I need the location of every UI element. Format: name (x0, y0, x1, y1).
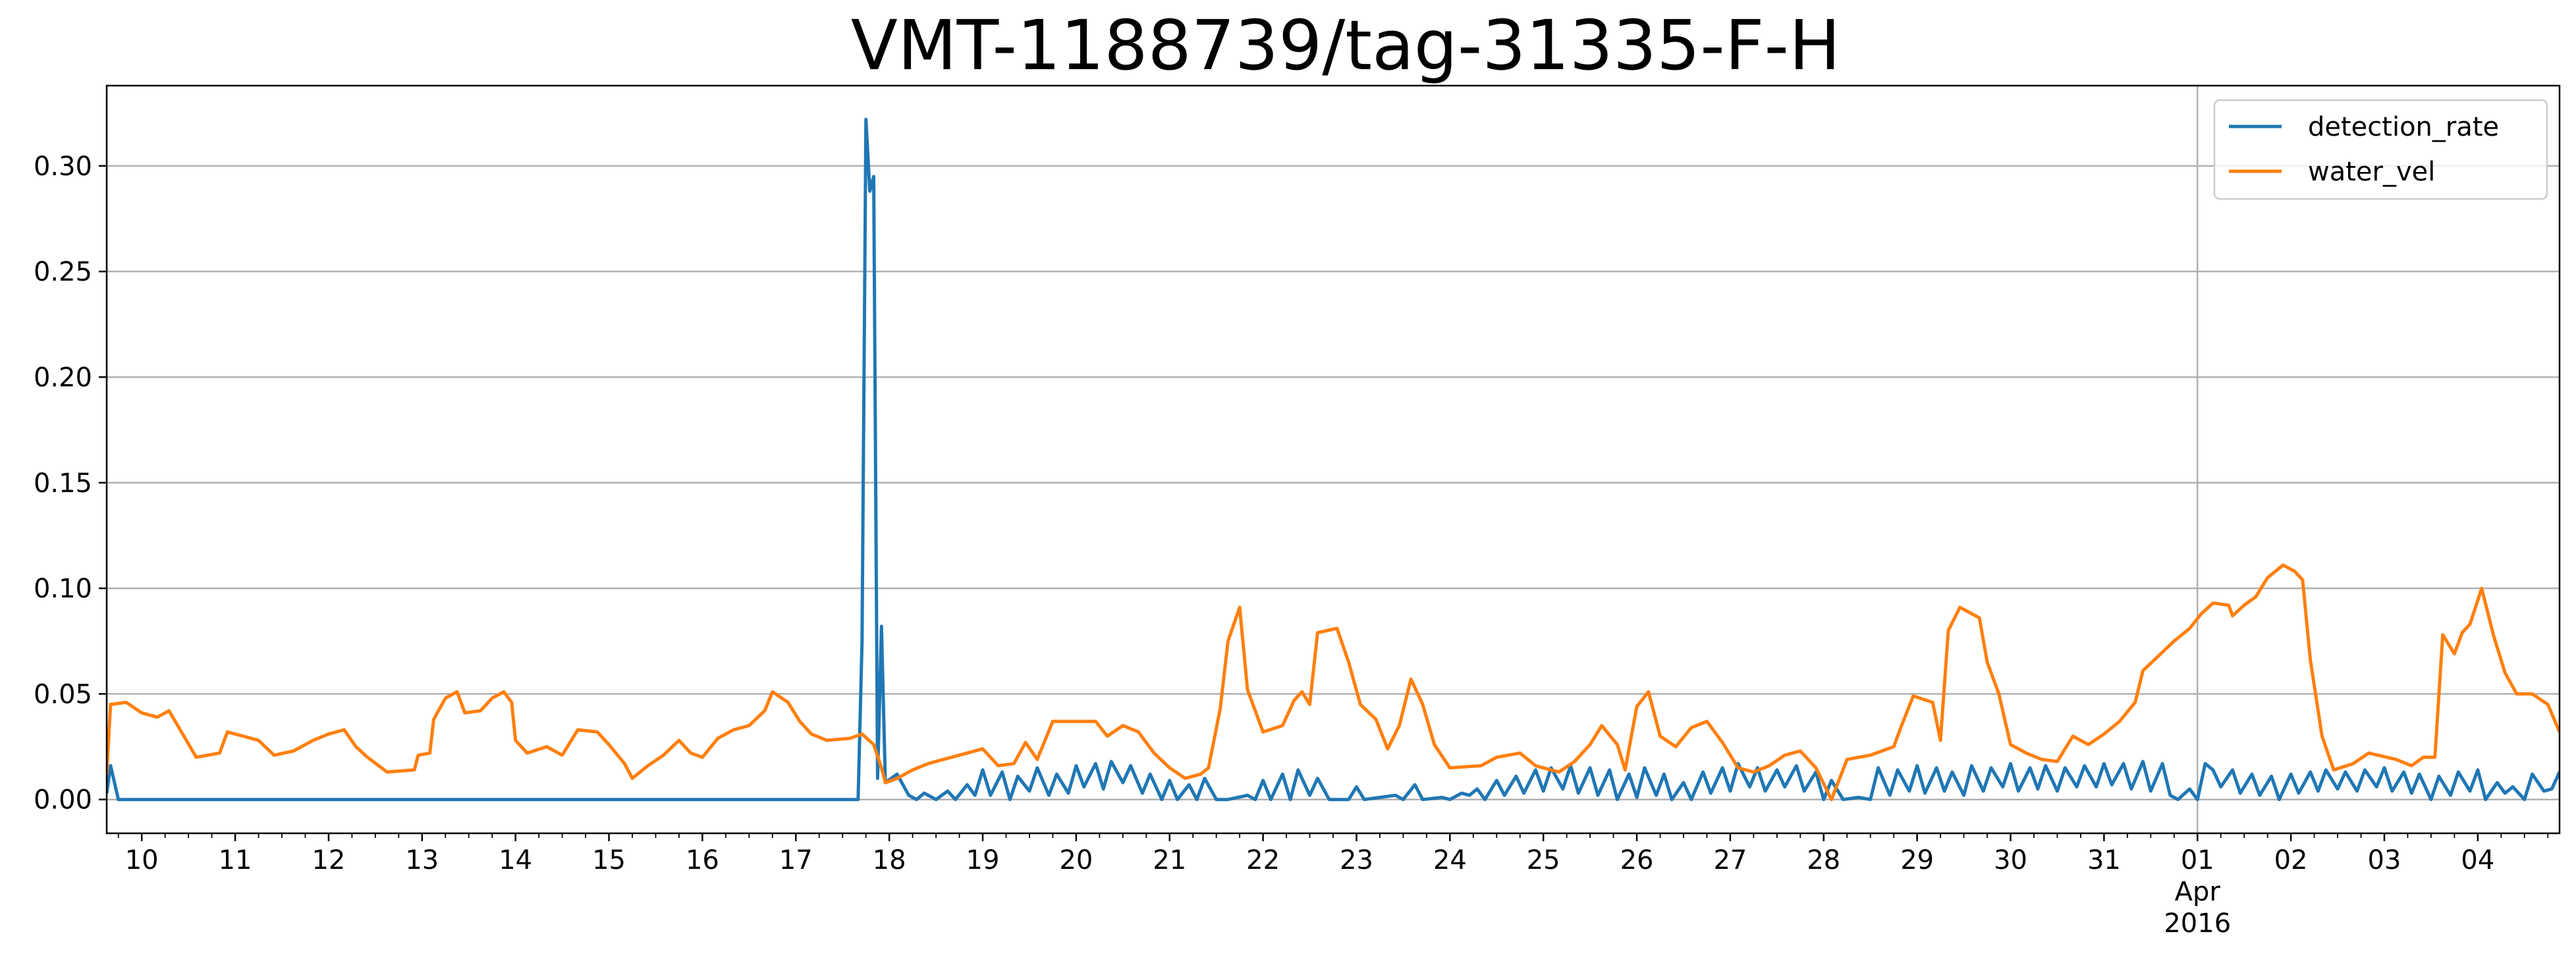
x-tick-month-label: Apr (2175, 877, 2221, 907)
x-tick-label: 10 (125, 845, 159, 875)
x-tick-label: 27 (1713, 845, 1747, 875)
chart-title: VMT-1188739/tag-31335-F-H (851, 5, 1841, 86)
x-tick-label: 21 (1153, 845, 1186, 875)
series-lines (107, 117, 2560, 802)
x-tick-label: 31 (2087, 845, 2121, 875)
series-line-detection-rate (107, 117, 2560, 802)
x-tick-label: 17 (779, 845, 813, 875)
series-line-water-vel (107, 563, 2560, 802)
grid (107, 86, 2560, 833)
y-tick-label: 0.30 (34, 152, 92, 182)
x-tick-year-label: 2016 (2164, 908, 2231, 939)
y-tick-label: 0.00 (34, 785, 92, 816)
y-tick-label: 0.05 (34, 679, 92, 709)
x-tick-label: 04 (2461, 845, 2494, 875)
x-tick-label: 14 (499, 845, 532, 875)
x-tick-label: 16 (686, 845, 719, 875)
x-tick-label: 20 (1059, 845, 1093, 875)
legend-label-water-vel: water_vel (2308, 157, 2435, 187)
x-tick-label: 12 (312, 845, 345, 875)
axis-ticks: 0.00 0.05 0.10 0.15 0.20 0.25 0.30 10 11 12 13 14 15… (34, 152, 2549, 939)
x-tick-label: 23 (1340, 845, 1373, 875)
y-tick-label: 0.10 (34, 574, 92, 604)
x-tick-label: 13 (405, 845, 439, 875)
x-tick-label: 18 (873, 845, 906, 875)
y-tick-label: 0.20 (34, 362, 92, 393)
x-tick-label: 11 (219, 845, 252, 875)
x-tick-label: 15 (592, 845, 626, 875)
x-tick-label: 02 (2274, 845, 2308, 875)
legend-label-detection-rate: detection_rate (2308, 112, 2499, 142)
x-tick-label: 22 (1246, 845, 1280, 875)
x-tick-label: 25 (1527, 845, 1560, 875)
x-tick-label: 19 (966, 845, 1000, 875)
x-tick-label: 29 (1900, 845, 1934, 875)
legend: detection_rate water_vel (2213, 99, 2548, 200)
y-tick-label: 0.15 (34, 468, 92, 499)
x-tick-label: 28 (1807, 845, 1840, 875)
x-tick-label: 30 (1994, 845, 2027, 875)
legend-box (2213, 99, 2548, 200)
x-tick-label: 26 (1620, 845, 1654, 875)
y-tick-label: 0.25 (34, 257, 92, 287)
x-tick-label: 03 (2368, 845, 2401, 875)
x-tick-label: 24 (1433, 845, 1467, 875)
x-tick-label: 01 (2181, 845, 2214, 875)
